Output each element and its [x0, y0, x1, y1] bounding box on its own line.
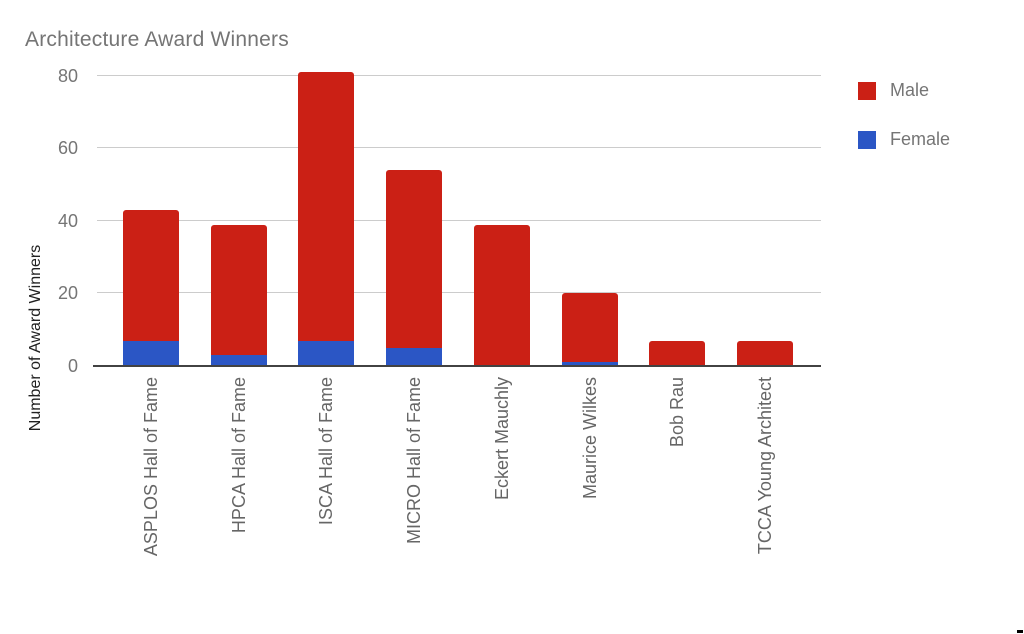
bar-band: [634, 55, 722, 366]
gridline: [97, 219, 821, 221]
bar[interactable]: [298, 72, 355, 366]
x-label-cell: TCCA Young Architect: [721, 377, 809, 592]
legend-label-male: Male: [890, 80, 930, 100]
y-tick-label: 20: [57, 283, 78, 304]
bar-segment-male[interactable]: [737, 340, 794, 366]
x-label-cell: Bob Rau: [634, 377, 722, 592]
x-label-cell: Maurice Wilkes: [546, 377, 634, 592]
x-tick-label: HPCA Hall of Fame: [228, 377, 249, 534]
bar[interactable]: [649, 340, 706, 366]
x-axis-baseline: [93, 365, 821, 367]
legend-swatch-male: [858, 81, 876, 100]
x-tick-label: ASPLOS Hall of Fame: [140, 377, 161, 557]
bar[interactable]: [386, 170, 443, 366]
legend: Male Female: [858, 80, 950, 150]
bar-band: [107, 55, 195, 366]
bar-segment-female[interactable]: [298, 340, 355, 366]
bar-segment-female[interactable]: [561, 362, 618, 366]
bar-band: [458, 55, 546, 366]
bar-segment-male[interactable]: [561, 293, 618, 363]
bar-segment-male[interactable]: [122, 210, 179, 341]
chart-title: Architecture Award Winners: [25, 28, 289, 51]
x-tick-label: Eckert Mauchly: [491, 377, 512, 501]
y-tick-label: 40: [57, 210, 78, 231]
bar-segment-female[interactable]: [210, 355, 267, 366]
gridline: [97, 147, 821, 149]
y-tick-label: 60: [57, 138, 78, 159]
gridline: [97, 292, 821, 294]
bar-band: [283, 55, 371, 366]
bar-segment-male[interactable]: [649, 340, 706, 366]
legend-item-male[interactable]: Male: [858, 80, 950, 101]
x-label-cell: ASPLOS Hall of Fame: [107, 377, 195, 592]
corner-artifact: [1017, 630, 1023, 633]
bar-band: [546, 55, 634, 366]
legend-swatch-female: [858, 130, 876, 149]
x-tick-label: ISCA Hall of Fame: [316, 377, 337, 526]
y-tick-label: 80: [57, 65, 78, 86]
bar[interactable]: [122, 210, 179, 366]
bar-segment-male[interactable]: [386, 170, 443, 348]
bar-segment-male[interactable]: [210, 224, 267, 356]
bar[interactable]: [561, 293, 618, 366]
x-tick-label: Maurice Wilkes: [579, 377, 600, 500]
x-label-cell: ISCA Hall of Fame: [283, 377, 371, 592]
plot-area: [93, 55, 821, 367]
bar[interactable]: [737, 340, 794, 366]
bars-container: [107, 55, 809, 366]
bar-band: [370, 55, 458, 366]
x-label-cell: Eckert Mauchly: [458, 377, 546, 592]
bar[interactable]: [473, 224, 530, 366]
x-axis-labels: ASPLOS Hall of Fame HPCA Hall of Fame ISCA…: [107, 377, 809, 592]
y-axis-tick-labels: 0 20 40 60 80: [0, 55, 78, 376]
x-tick-label: TCCA Young Architect: [755, 377, 776, 555]
legend-item-female[interactable]: Female: [858, 129, 950, 150]
y-tick-label: 0: [67, 356, 78, 376]
bar-segment-female[interactable]: [122, 340, 179, 366]
bar[interactable]: [210, 224, 267, 366]
bar-segment-female[interactable]: [386, 347, 443, 366]
bar-band: [721, 55, 809, 366]
x-tick-label: Bob Rau: [667, 377, 688, 448]
x-tick-label: MICRO Hall of Fame: [404, 377, 425, 545]
gridline: [97, 74, 821, 76]
bar-band: [195, 55, 283, 366]
bar-segment-male[interactable]: [298, 72, 355, 341]
bar-segment-male[interactable]: [473, 224, 530, 366]
x-label-cell: HPCA Hall of Fame: [195, 377, 283, 592]
legend-label-female: Female: [890, 129, 951, 149]
x-label-cell: MICRO Hall of Fame: [370, 377, 458, 592]
